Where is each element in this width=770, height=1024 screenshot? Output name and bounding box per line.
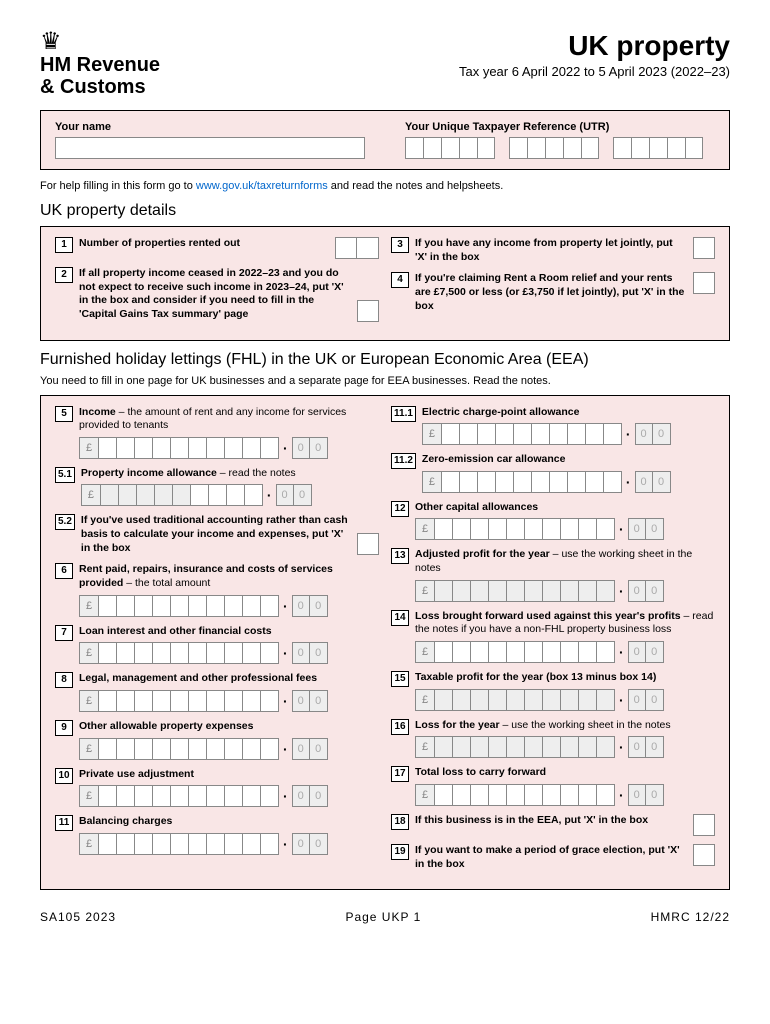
q112-money[interactable]: £·00 [422, 471, 715, 493]
box-num: 1 [55, 237, 73, 253]
q2-checkbox[interactable] [357, 300, 379, 322]
name-utr-section: Your name Your Unique Taxpayer Reference… [40, 110, 730, 170]
q18-checkbox[interactable] [693, 814, 715, 836]
form-code: SA105 2023 [40, 910, 116, 924]
q1-input[interactable] [335, 237, 379, 259]
footer: SA105 2023 Page UKP 1 HMRC 12/22 [40, 910, 730, 924]
q17-money[interactable]: £·00 [415, 784, 715, 806]
q6-money[interactable]: £·00 [79, 595, 379, 617]
fhl-sub: You need to fill in one page for UK busi… [40, 375, 730, 387]
fhl-title: Furnished holiday lettings (FHL) in the … [40, 351, 730, 369]
q111-money[interactable]: £·00 [422, 423, 715, 445]
org-name-2: & Customs [40, 76, 160, 98]
details-section: 1 Number of properties rented out 2 If a… [40, 226, 730, 341]
hmrc-logo: ♛ HM Revenue & Customs [40, 30, 160, 98]
details-title: UK property details [40, 202, 730, 220]
help-text: For help filling in this form go to www.… [40, 180, 730, 192]
q9-money[interactable]: £·00 [79, 738, 379, 760]
q4-checkbox[interactable] [693, 272, 715, 294]
q14-money[interactable]: £·00 [415, 641, 715, 663]
box-num: 3 [391, 237, 409, 253]
page-title: UK property [459, 30, 730, 62]
q15-money[interactable]: £·00 [415, 689, 715, 711]
utr-input[interactable] [405, 137, 715, 159]
tax-year: Tax year 6 April 2022 to 5 April 2023 (2… [459, 64, 730, 79]
q8-money[interactable]: £·00 [79, 690, 379, 712]
q5-money[interactable]: £·00 [79, 437, 379, 459]
q3-checkbox[interactable] [693, 237, 715, 259]
utr-label: Your Unique Taxpayer Reference (UTR) [405, 121, 715, 133]
q16-money[interactable]: £·00 [415, 736, 715, 758]
q10-money[interactable]: £·00 [79, 785, 379, 807]
form-version: HMRC 12/22 [651, 910, 730, 924]
fhl-section: 5Income – the amount of rent and any inc… [40, 395, 730, 891]
help-link[interactable]: www.gov.uk/taxreturnforms [196, 180, 328, 192]
org-name-1: HM Revenue [40, 54, 160, 76]
q7-money[interactable]: £·00 [79, 642, 379, 664]
box-num: 2 [55, 267, 73, 283]
name-label: Your name [55, 121, 365, 133]
header: ♛ HM Revenue & Customs UK property Tax y… [40, 30, 730, 98]
box-num: 4 [391, 272, 409, 288]
q52-checkbox[interactable] [357, 533, 379, 555]
q12-money[interactable]: £·00 [415, 518, 715, 540]
q13-money[interactable]: £·00 [415, 580, 715, 602]
q11-money[interactable]: £·00 [79, 833, 379, 855]
q19-checkbox[interactable] [693, 844, 715, 866]
name-input[interactable] [55, 137, 365, 159]
page-number: Page UKP 1 [345, 910, 421, 924]
q51-money[interactable]: £·00 [81, 484, 379, 506]
crown-icon: ♛ [40, 30, 160, 54]
